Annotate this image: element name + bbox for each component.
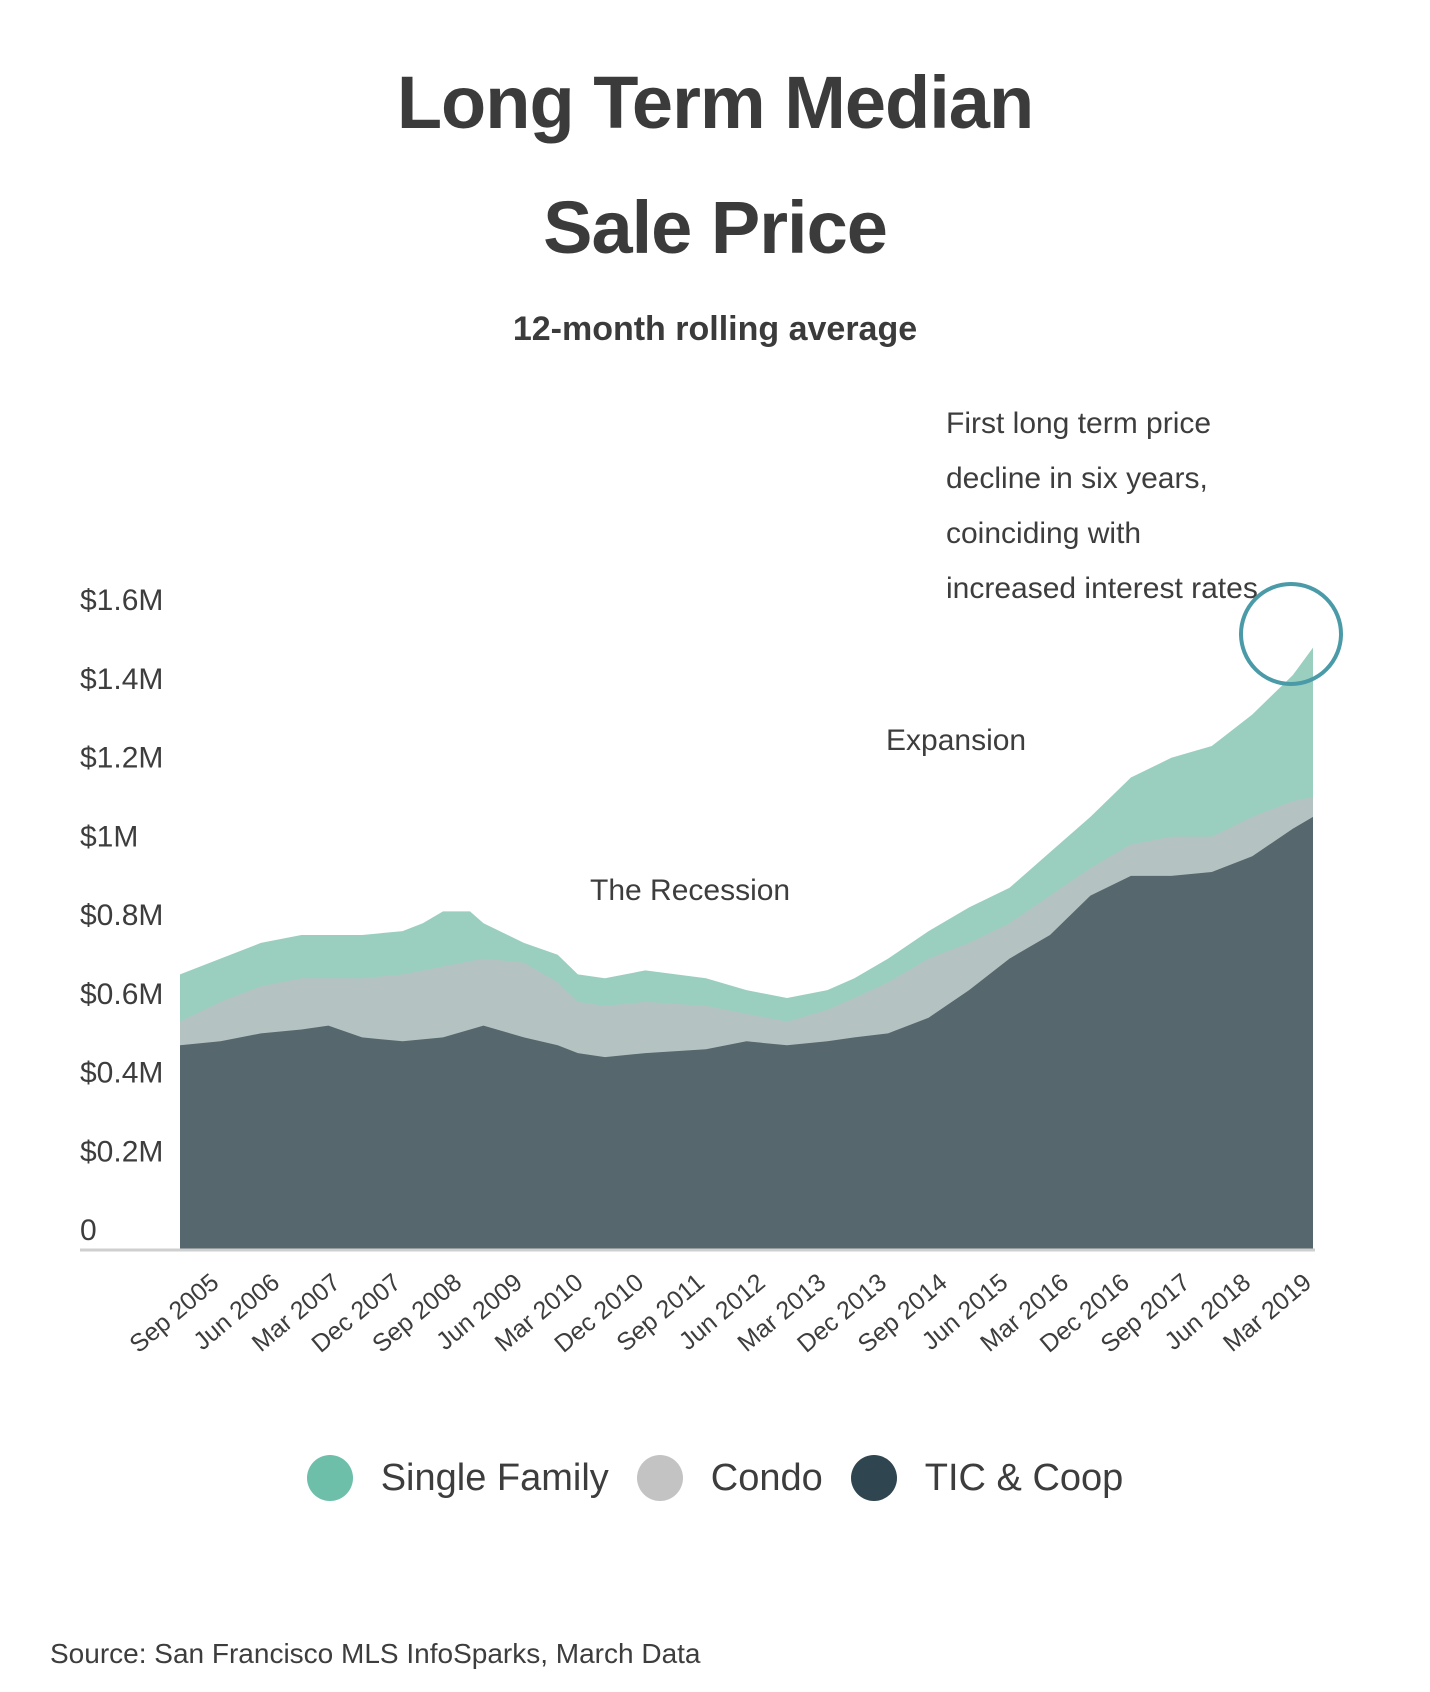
- legend-swatch-condo: [636, 1455, 683, 1501]
- y-tick-label: $1M: [80, 820, 138, 853]
- y-tick-label: 0: [80, 1214, 97, 1247]
- source-note: Source: San Francisco MLS InfoSparks, Ma…: [50, 1638, 701, 1669]
- legend: Single Family Condo TIC & Coop: [0, 1455, 1430, 1501]
- annotation-note: First long term price decline in six yea…: [946, 407, 1258, 605]
- annotation-recession: The Recession: [590, 874, 790, 907]
- y-tick-label: $1.6M: [80, 584, 163, 617]
- y-axis: 0 $0.2M $0.4M $0.6M $0.8M $1M $1.2M $1.4M $1.6M: [80, 584, 163, 1247]
- legend-label-single-family: Single Family: [380, 1456, 609, 1499]
- y-tick-label: $1.2M: [80, 742, 163, 775]
- legend-label-condo: Condo: [710, 1456, 823, 1499]
- annotation-note-line: First long term price: [946, 407, 1211, 440]
- legend-item-single-family: Single Family: [306, 1455, 609, 1501]
- annotation-note-line: decline in six years,: [946, 462, 1208, 495]
- legend-item-tic-coop: TIC & Coop: [850, 1455, 1124, 1501]
- annotation-note-line: coinciding with: [946, 517, 1141, 550]
- legend-item-condo: Condo: [636, 1455, 823, 1501]
- legend-swatch-tic-coop: [850, 1455, 897, 1501]
- y-tick-label: $0.6M: [80, 978, 163, 1011]
- y-tick-label: $0.8M: [80, 899, 163, 932]
- y-tick-label: $0.4M: [80, 1057, 163, 1090]
- chart-title-line-2: Sale Price: [543, 186, 888, 269]
- legend-swatch-single-family: [306, 1455, 353, 1501]
- area-tic-coop: [180, 816, 1313, 1250]
- chart-subtitle: 12-month rolling average: [512, 310, 918, 348]
- annotation-note-line: increased interest rates: [946, 572, 1258, 605]
- chart-title-line-1: Long Term Median: [396, 61, 1034, 144]
- annotation-expansion: Expansion: [886, 724, 1026, 757]
- highlight-circle: [1239, 582, 1343, 686]
- y-tick-label: $0.2M: [80, 1135, 163, 1168]
- y-tick-label: $1.4M: [80, 663, 163, 696]
- legend-label-tic-coop: TIC & Coop: [924, 1456, 1124, 1499]
- chart-areas: [180, 647, 1313, 1250]
